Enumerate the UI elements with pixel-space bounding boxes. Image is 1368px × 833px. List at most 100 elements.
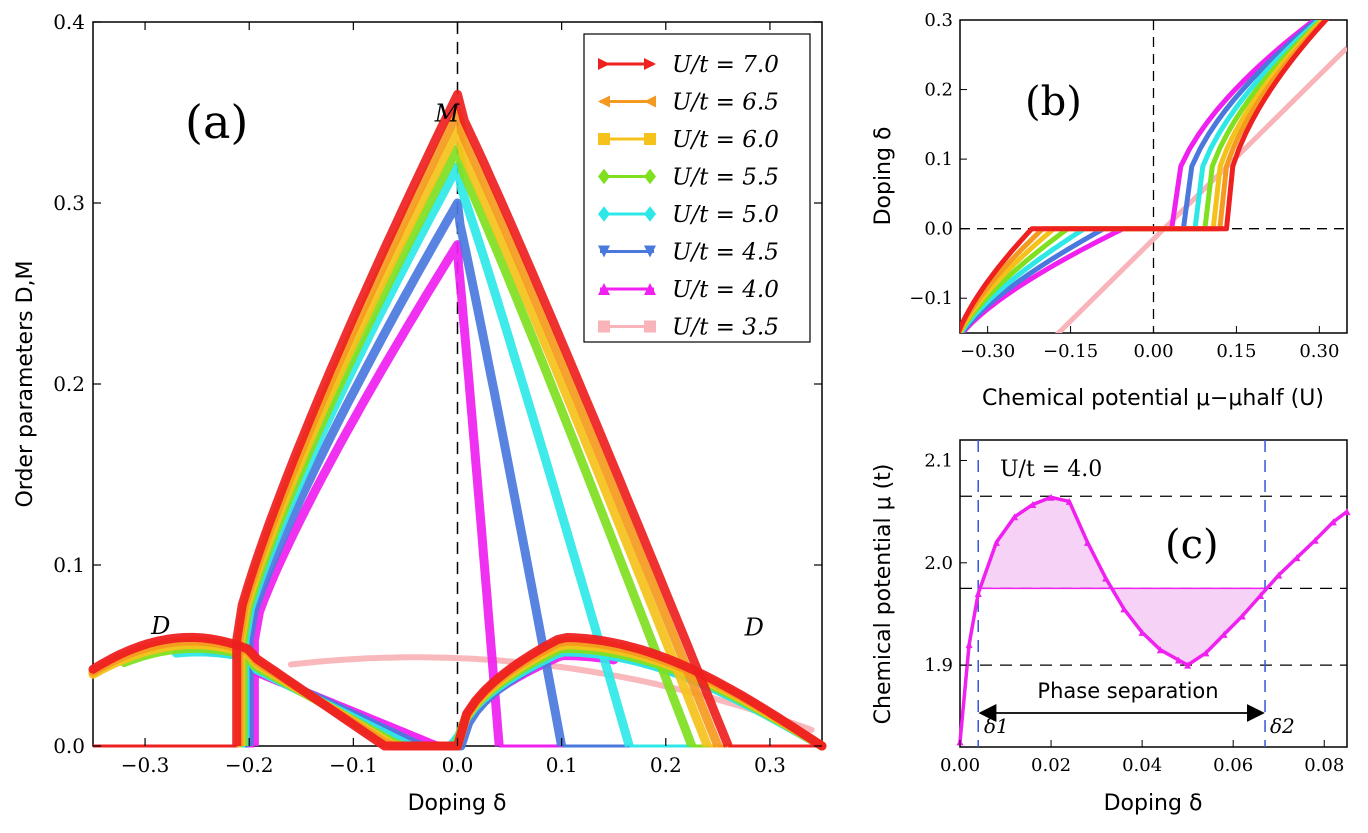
panel-c-xlabel: Doping δ [1104,791,1203,816]
mu-marker [1202,649,1210,657]
series-3.5 [287,654,815,733]
y-tick-label: 0.3 [53,191,85,215]
panel-b-series [960,20,1347,333]
legend-label: U/t = 5.5 [672,165,779,191]
y-tick-label: 0.1 [924,149,953,170]
panel-b-curves [960,20,1347,333]
panel-b-ticks: −0.30 −0.15 0.00 0.15 0.30 −0.1 0.0 0.1 0.2 0.3 [909,10,1339,362]
panel-a-series [88,22,827,751]
legend-marker [644,58,656,70]
y-tick-label: 0.3 [924,10,953,31]
mu-marker [1175,656,1183,664]
mu-curve [958,495,1349,743]
legend-marker [598,95,610,108]
panel-a: −0.3 −0.2 −0.1 0.0 0.1 0.2 0.30.00.10.20.30.4 … [13,10,827,816]
legend-marker [644,95,656,108]
m-curve [232,89,733,748]
y-tick-label: 2.0 [924,553,953,574]
legend-marker [644,245,656,258]
legend-label: U/t = 5.0 [672,202,779,228]
mu-marker [1138,628,1146,636]
y-tick-label: 0.2 [924,80,953,101]
panel-a-ylabel: Order parameters D,M [13,260,38,507]
b-curve [1054,46,1347,333]
panel-c-ylabel: Chemical potential μ (t) [871,464,896,725]
x-tick-label: 0.00 [940,755,980,776]
legend-marker [598,58,610,70]
annotation-M: M [434,100,461,128]
x-tick-label: 0.00 [1133,341,1173,362]
legend-marker [598,168,610,185]
x-tick-label: 0.08 [1304,755,1344,776]
panel-a-ticks: −0.3 −0.2 −0.1 0.0 0.1 0.2 0.3 0.0 0.1 0.2 0.3 0.4 [53,10,822,777]
legend-marker [644,320,656,333]
legend-marker [644,283,656,295]
x-tick-label: 0.15 [1216,341,1256,362]
y-tick-label: 0.0 [924,219,953,240]
y-tick-label: 0.4 [53,10,85,34]
y-tick-label: 0.0 [53,734,85,758]
x-tick-label: −0.3 [121,753,170,777]
legend-marker [644,206,656,222]
d-curve [287,654,815,733]
b-curve [960,20,1330,333]
mu-marker [1238,612,1246,620]
mu-marker [974,590,982,597]
y-tick-label: 0.1 [53,553,85,577]
y-tick-label: 2.1 [924,450,953,471]
shaded-area [978,497,1266,666]
x-tick-label: 0.04 [1122,755,1162,776]
x-tick-label: 0.30 [1299,341,1339,362]
legend-marker [598,320,610,333]
panel-c-ticks: 0.00 0.02 0.04 0.06 0.08 1.9 2.0 2.1 [924,450,1344,776]
panel-c: 0.00 0.02 0.04 0.06 0.08 1.9 2.0 2.1 (c) U/t = … [871,439,1351,816]
panel-b: −0.30 −0.15 0.00 0.15 0.30 −0.1 0.0 0.1 0.2 0.3 (… [871,10,1348,411]
panel-c-annotation: U/t = 4.0 [1000,457,1102,482]
mu-marker [1083,538,1091,546]
legend-marker [644,168,656,185]
mu-marker [1311,536,1319,544]
y-tick-label: 0.2 [53,372,85,396]
legend-marker [598,283,610,295]
x-tick-label: 0.3 [754,753,786,777]
mu-marker [1256,592,1264,600]
panel-a-xlabel: Doping δ [408,791,507,816]
annotation-D: D [150,612,170,640]
panel-a-label: (a) [185,95,248,149]
panel-b-label: (b) [1025,79,1082,125]
m-curve [249,240,504,747]
mu-marker [1329,518,1337,526]
x-tick-label: 0.06 [1213,755,1253,776]
legend-marker [598,245,610,258]
mu-marker [1011,513,1019,521]
panel-c-frame [959,439,1348,748]
legend-label: U/t = 3.5 [672,315,779,341]
delta2-label: δ2 [1270,714,1295,738]
panel-b-ylabel: Doping δ [871,127,896,226]
mu-marker [1184,661,1192,669]
x-tick-label: 0.02 [1031,755,1071,776]
mu-marker [1343,508,1351,516]
y-tick-label: 1.9 [924,655,953,676]
legend-marker [644,133,656,145]
m-curve [244,198,567,747]
mu-marker [1293,554,1301,562]
mu-marker [1275,571,1283,579]
phase-separation-label: Phase separation [1037,679,1218,703]
x-tick-label: 0.2 [650,753,682,777]
legend-marker [598,133,610,145]
x-tick-label: −0.15 [1043,341,1098,362]
mu-marker [1120,605,1128,613]
delta1-label: δ1 [984,714,1009,738]
legend-label: U/t = 6.0 [672,127,779,153]
x-tick-label: −0.2 [225,753,274,777]
mu-marker [1047,493,1055,501]
mu-marker [1102,574,1110,582]
mu-marker [965,641,973,649]
x-tick-label: −0.30 [960,341,1015,362]
mu-marker [992,538,1000,546]
x-tick-label: −0.1 [329,753,378,777]
panel-c-content [956,440,1351,747]
mu-marker [1029,500,1037,508]
y-tick-label: −0.1 [909,288,953,309]
